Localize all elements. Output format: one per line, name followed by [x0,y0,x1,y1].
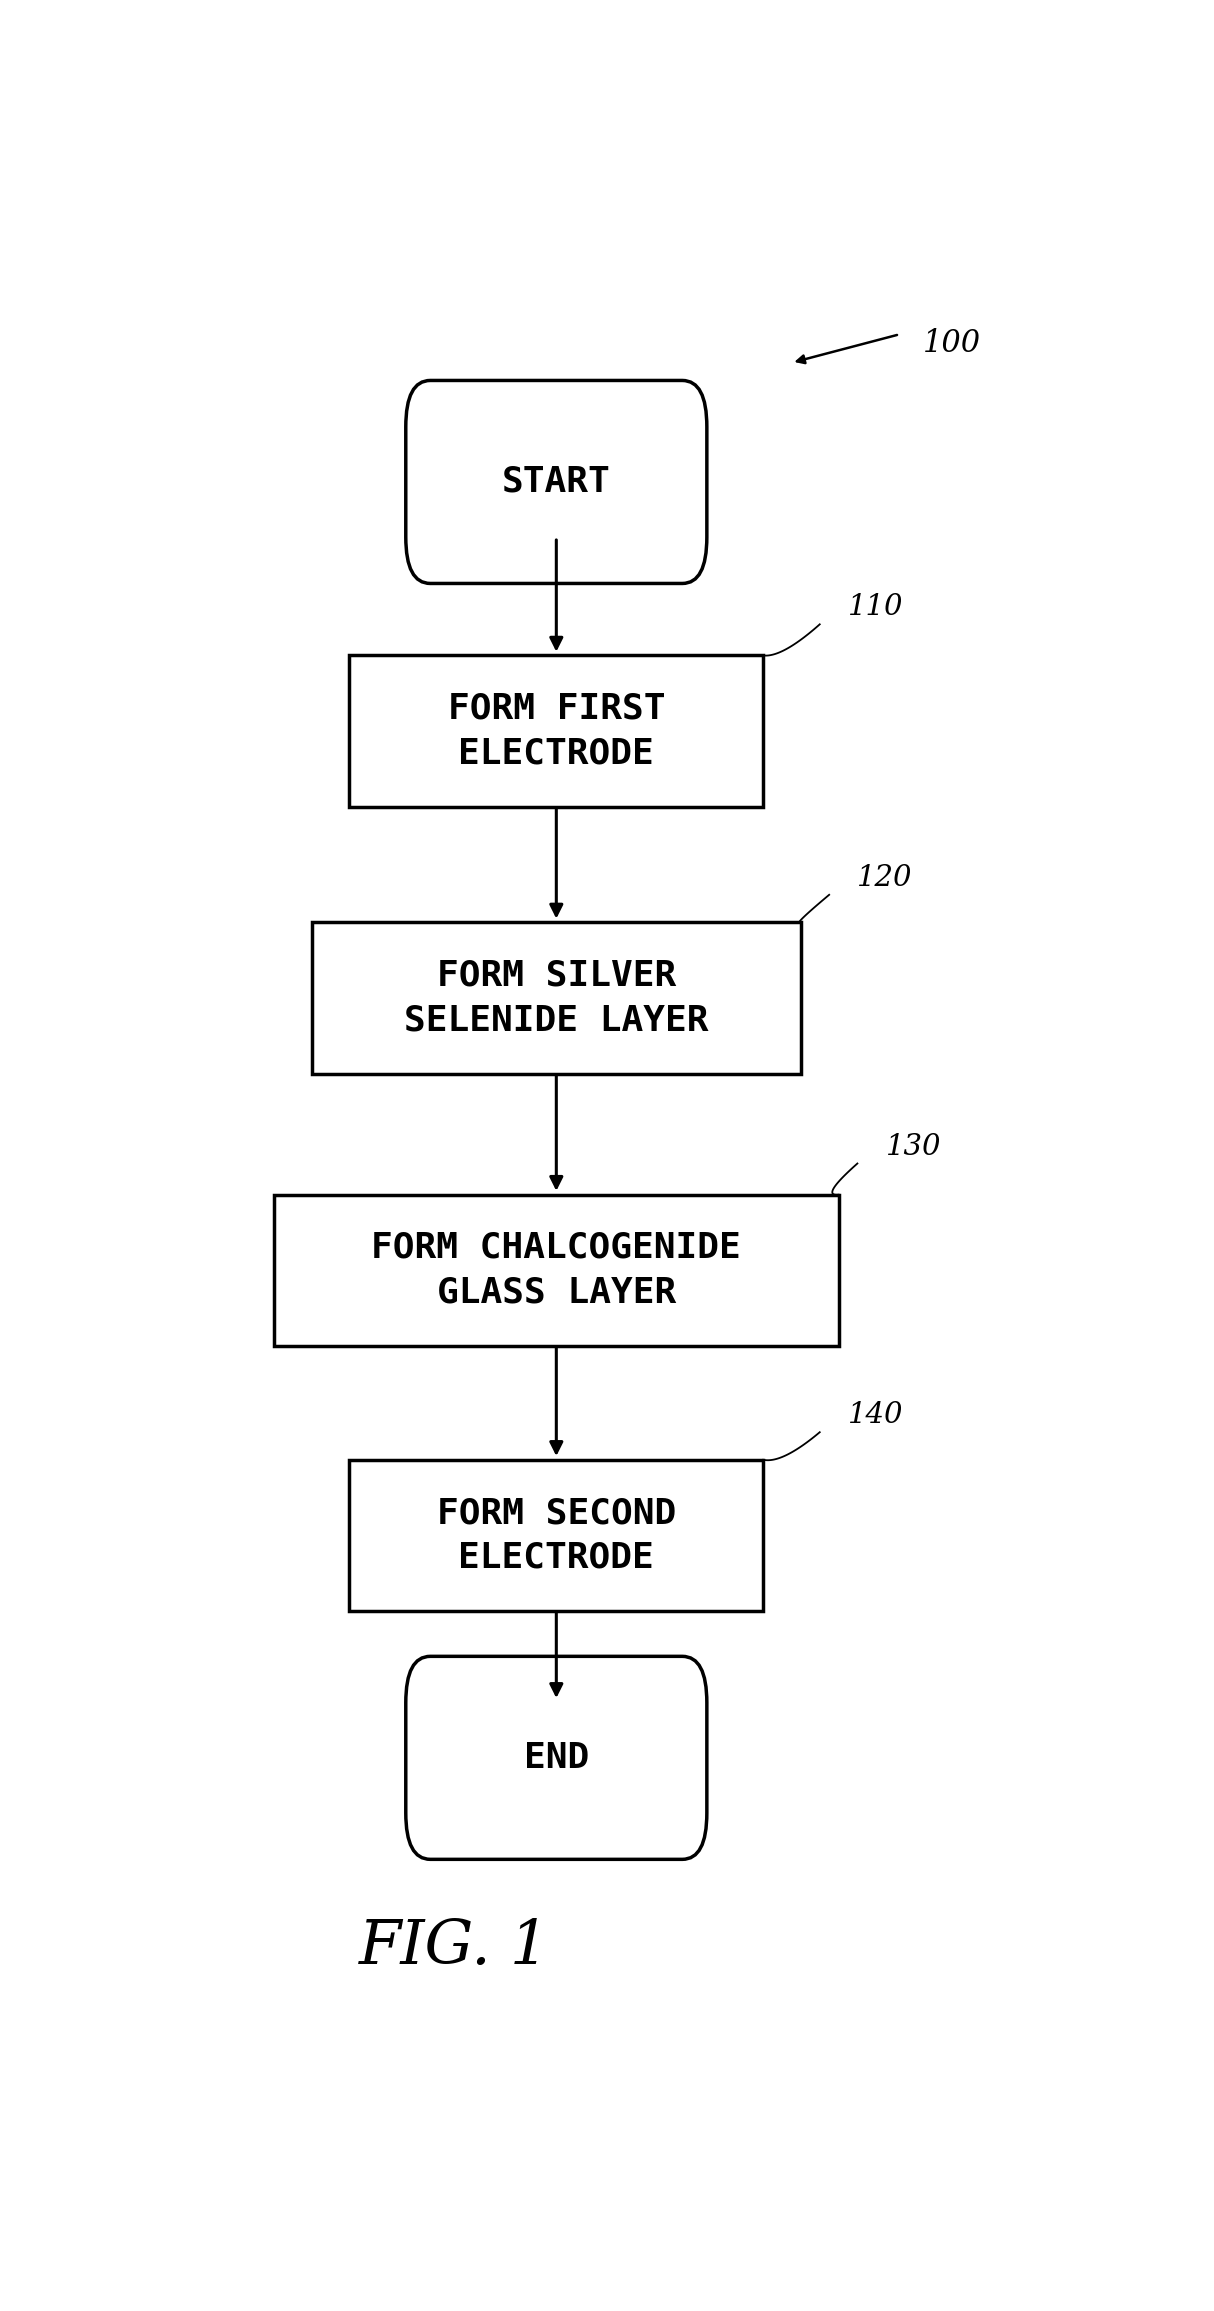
FancyBboxPatch shape [405,1657,707,1860]
Text: FORM SILVER
SELENIDE LAYER: FORM SILVER SELENIDE LAYER [404,959,709,1038]
Text: START: START [501,465,611,499]
Text: 110: 110 [847,594,903,622]
Text: FORM FIRST
ELECTRODE: FORM FIRST ELECTRODE [448,691,665,770]
FancyBboxPatch shape [405,381,707,582]
Bar [312,922,801,1075]
Text: 140: 140 [847,1400,903,1428]
Text: FIG. 1: FIG. 1 [359,1918,550,1978]
Text: 130: 130 [886,1132,941,1160]
Text: END: END [523,1740,589,1775]
Bar [350,656,764,807]
Text: 120: 120 [857,864,913,892]
Text: FORM SECOND
ELECTRODE: FORM SECOND ELECTRODE [437,1495,676,1574]
Bar [350,1461,764,1611]
Bar [274,1195,839,1345]
Text: FORM CHALCOGENIDE
GLASS LAYER: FORM CHALCOGENIDE GLASS LAYER [371,1232,742,1310]
Text: 100: 100 [924,328,981,358]
